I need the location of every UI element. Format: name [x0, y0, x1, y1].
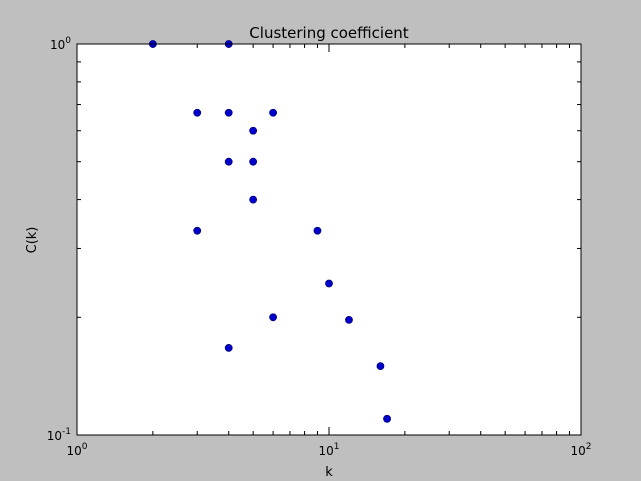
y-minor-ticks — [77, 61, 581, 318]
plot-area — [77, 44, 581, 435]
y-axis-label: C(k) — [25, 227, 40, 254]
data-point — [345, 315, 353, 324]
data-point — [269, 108, 277, 117]
y-tick-label: 100 — [50, 36, 71, 52]
data-point — [383, 414, 391, 423]
data-point — [224, 157, 233, 166]
y-tick-label: 10-1 — [47, 427, 71, 443]
data-point — [249, 126, 258, 135]
y-tick-labels: 10-1 100 — [47, 36, 72, 443]
plot-frame — [76, 43, 582, 436]
data-point — [249, 195, 258, 204]
data-point — [249, 157, 258, 166]
data-point — [193, 108, 202, 117]
x-tick-label: 100 — [66, 442, 87, 458]
data-point — [224, 344, 233, 352]
data-point — [224, 108, 233, 117]
x-tick-labels: 100 101 102 — [66, 442, 591, 458]
data-point — [269, 313, 277, 322]
x-tick-label: 102 — [570, 442, 591, 458]
x-axis-label: k — [325, 465, 333, 480]
x-tick-label: 101 — [318, 442, 339, 458]
data-point — [325, 279, 333, 288]
chart-title: Clustering coefficient — [249, 24, 409, 42]
data-point — [376, 362, 385, 371]
data-point — [193, 226, 202, 235]
data-point — [313, 226, 322, 235]
